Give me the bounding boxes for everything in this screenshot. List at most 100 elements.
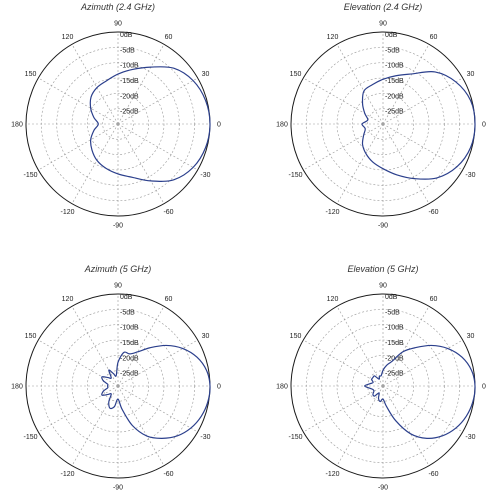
angle-label: 60 [165,296,173,303]
angle-label: 150 [25,71,37,78]
angle-label: 180 [276,384,288,391]
angle-label: -90 [113,485,123,492]
angle-label: -30 [465,172,475,179]
radiation-pattern-curve [364,344,476,440]
grid-spoke [38,123,119,171]
angle-label: 90 [379,21,387,28]
db-label: 0dB [385,32,398,39]
angle-label: 30 [202,71,210,78]
grid-spoke [336,385,384,466]
angle-label: -150 [289,434,303,441]
chart-title: Azimuth (5 GHz) [84,264,152,274]
angle-label: 90 [114,283,122,290]
db-label: -10dB [120,63,139,70]
angle-label: -60 [428,471,438,478]
angle-label: 180 [11,122,23,129]
grid-spoke [117,123,165,204]
db-label: -20dB [120,93,139,100]
grid-ring-5 [367,370,399,402]
angle-label: -60 [163,209,173,216]
angle-label: 120 [327,296,339,303]
db-label: -25dB [385,109,404,116]
db-label: 0dB [385,294,398,301]
grid-spoke [382,123,463,171]
angle-label: -60 [428,209,438,216]
grid-spoke [382,44,430,125]
angle-label: 120 [62,296,74,303]
angle-label: 30 [467,333,475,340]
grid-ring-5 [102,108,134,140]
db-label: 0dB [120,32,133,39]
grid-spoke [117,339,198,387]
angle-label: 180 [276,122,288,129]
db-label: -25dB [120,109,139,116]
angle-label: 0 [482,122,486,129]
angle-label: 0 [217,122,221,129]
grid-spoke [38,385,119,433]
grid-spoke [382,385,430,466]
grid-spoke [71,44,119,125]
angle-label: 150 [290,333,302,340]
angle-label: 120 [62,34,74,41]
grid-spoke [117,77,198,125]
angle-label: -90 [378,485,388,492]
angle-label: -30 [465,434,475,441]
angle-label: -120 [60,209,74,216]
chart-title: Elevation (5 GHz) [347,264,418,274]
grid-spoke [117,44,165,125]
db-label: -15dB [120,340,139,347]
db-label: -10dB [385,63,404,70]
chart-title: Azimuth (2.4 GHz) [80,2,155,12]
angle-label: 30 [467,71,475,78]
angle-label: -150 [289,172,303,179]
db-label: -15dB [385,340,404,347]
db-label: -5dB [120,309,135,316]
grid-spoke [382,306,430,387]
grid-spoke [336,123,384,204]
grid-spoke [303,339,384,387]
grid-spoke [382,77,463,125]
radiation-pattern-curve [89,66,211,182]
angle-label: 60 [430,34,438,41]
angle-label: -60 [163,471,173,478]
angle-label: 0 [482,384,486,391]
grid-spoke [303,123,384,171]
angle-label: 60 [165,34,173,41]
grid-ring-4 [87,93,149,155]
grid-spoke [71,385,119,466]
db-label: -20dB [120,355,139,362]
db-label: 0dB [120,294,133,301]
grid-spoke [71,123,119,204]
angle-label: 60 [430,296,438,303]
db-label: -5dB [120,47,135,54]
radiation-pattern-curve [361,71,476,180]
db-label: -15dB [120,78,139,85]
polar-chart-3: Azimuth (5 GHz) 90 60 30 0 -30 -60 -90 -120 -150 1… [11,0,221,492]
grid-ring-4 [352,355,414,417]
angle-label: -120 [60,471,74,478]
angle-label: 150 [290,71,302,78]
angle-label: -90 [113,223,123,230]
grid-ring-4 [87,355,149,417]
db-label: -20dB [385,93,404,100]
db-label: -10dB [120,325,139,332]
db-label: -30dB [120,0,139,2]
angle-label: 90 [114,21,122,28]
grid-ring-5 [367,108,399,140]
polar-chart-4: Elevation (5 GHz) 90 60 30 0 -30 -60 -90 -120 -15… [276,0,486,492]
db-label: -30dB [385,0,404,2]
angle-label: 180 [11,384,23,391]
angle-label: 0 [217,384,221,391]
grid-spoke [117,385,165,466]
angle-label: 150 [25,333,37,340]
grid-spoke [382,123,430,204]
grid-spoke [382,339,463,387]
angle-label: -90 [378,223,388,230]
db-label: -10dB [385,325,404,332]
angle-label: 30 [202,333,210,340]
db-label: -15dB [385,78,404,85]
grid-spoke [71,306,119,387]
angle-label: -120 [325,209,339,216]
grid-ring-5 [102,370,134,402]
